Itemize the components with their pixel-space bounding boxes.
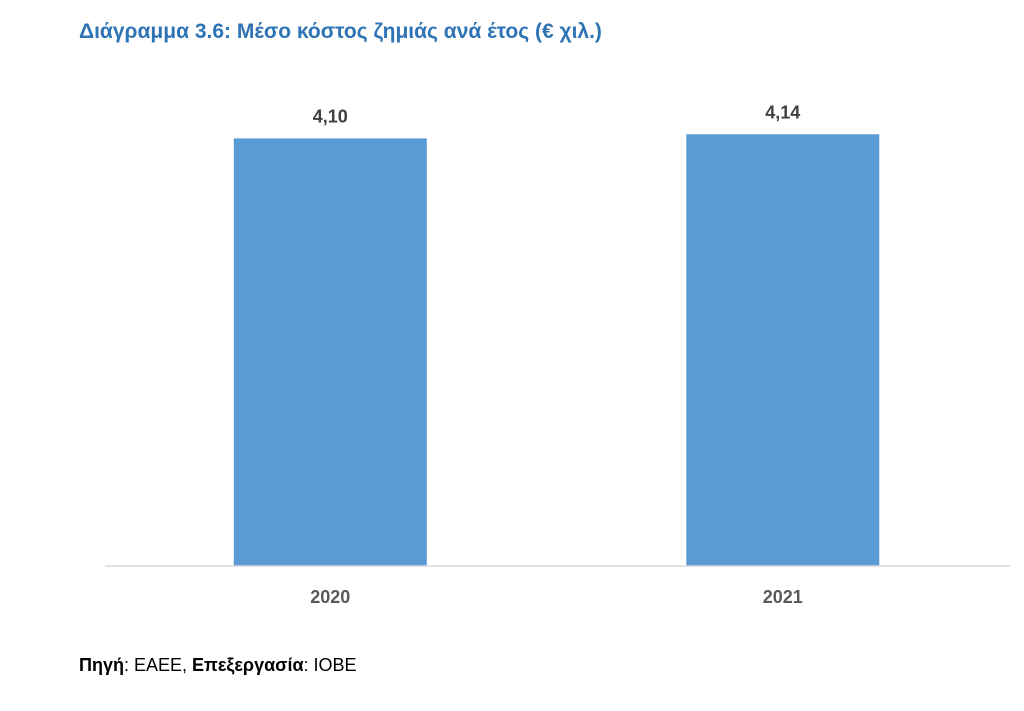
source-note: Πηγή: ΕΑΕΕ, Επεξεργασία: ΙΟΒΕ	[79, 655, 357, 676]
x-tick-label-2020: 2020	[310, 587, 350, 607]
data-label-2021: 4,14	[765, 102, 800, 122]
bar-2021	[686, 134, 880, 567]
bars-layer	[233, 134, 880, 567]
bar-2020	[233, 138, 427, 566]
source-value: ΕΑΕΕ,	[134, 655, 193, 675]
bar-chart: 4,10 2020 4,14 2021	[105, 102, 1010, 607]
source-separator: :	[124, 655, 135, 675]
source-label: Πηγή	[79, 655, 124, 675]
chart-title: Διάγραμμα 3.6: Μέσο κόστος ζημιάς ανά έτ…	[79, 20, 602, 43]
processing-separator: :	[303, 655, 314, 675]
processing-label: Επεξεργασία	[192, 655, 304, 675]
processing-value: ΙΟΒΕ	[313, 655, 357, 675]
data-label-2020: 4,10	[313, 106, 348, 126]
labels-layer: 4,10 2020 4,14 2021	[310, 102, 803, 607]
x-tick-label-2021: 2021	[763, 587, 803, 607]
